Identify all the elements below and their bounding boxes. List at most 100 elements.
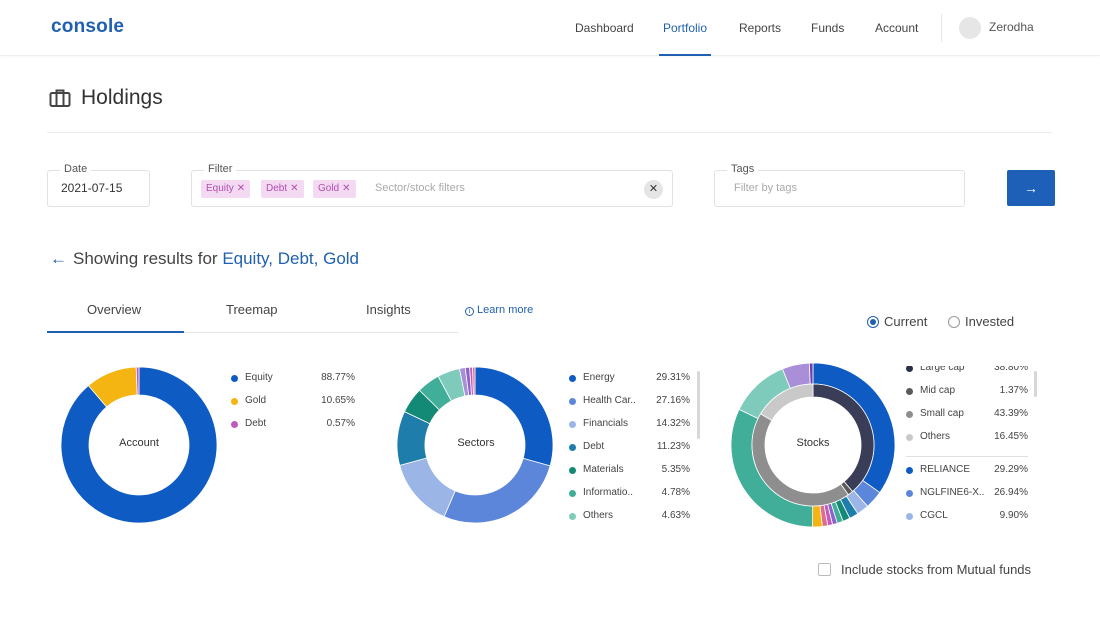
date-value[interactable]: 2021-07-15	[61, 181, 123, 195]
nav-reports[interactable]: Reports	[739, 21, 782, 35]
legend-name: Mid cap	[920, 385, 956, 396]
chip-label: Debt	[266, 183, 288, 194]
sectors-slice-0[interactable]	[474, 366, 554, 467]
legend-item: Others 16.45%	[906, 431, 1030, 445]
back-arrow-icon[interactable]: ←	[50, 249, 67, 268]
tags-field[interactable]: Tags Filter by tags	[714, 163, 965, 207]
sectors-donut-chart[interactable]	[396, 366, 554, 524]
legend-swatch	[231, 398, 238, 405]
sectors-slice-1[interactable]	[443, 457, 551, 524]
legend-name: Large cap	[920, 366, 965, 373]
legend-item: Small cap 43.39%	[906, 408, 1030, 422]
legend-value: 43.39%	[994, 408, 1028, 419]
info-icon: i	[465, 307, 474, 316]
legend-value: 9.90%	[999, 510, 1028, 521]
account-donut-chart[interactable]	[60, 366, 218, 524]
date-field[interactable]: Date 2021-07-15	[47, 163, 150, 207]
account-legend: Equity 88.77% Gold 10.65% Debt 0.57%	[231, 372, 361, 442]
legend-name: Gold	[245, 395, 267, 406]
stocks-legend-scrollbar[interactable]	[1034, 371, 1037, 397]
tab-insights[interactable]: Insights	[366, 302, 411, 317]
legend-item: Materials 5.35%	[569, 464, 694, 478]
nav-funds[interactable]: Funds	[811, 21, 845, 35]
legend-value: 29.29%	[994, 464, 1028, 475]
top-navbar: console Dashboard Portfolio Reports Fund…	[0, 0, 1100, 56]
apply-filter-button[interactable]: →	[1007, 170, 1055, 206]
account-chart-label: Account	[119, 437, 159, 449]
legend-name: Health Car..	[583, 395, 636, 406]
legend-swatch	[906, 513, 913, 520]
legend-value: 38.80%	[994, 366, 1028, 373]
filter-input[interactable]: Sector/stock filters	[375, 182, 465, 194]
filter-chip-debt[interactable]: Debt ✕	[261, 180, 304, 198]
date-label: Date	[60, 163, 92, 175]
legend-item: NGLFINE6-X.. 26.94%	[906, 487, 1030, 501]
tab-overview[interactable]: Overview	[87, 302, 142, 317]
close-icon[interactable]: ✕	[342, 183, 351, 194]
legend-swatch	[569, 444, 576, 451]
sectors-legend: Energy 29.31% Health Car.. 27.16% Financials…	[569, 372, 694, 525]
chip-label: Equity	[206, 183, 234, 194]
radio-current[interactable]: Current	[867, 314, 927, 329]
learn-more-link[interactable]: i Learn more	[465, 304, 533, 316]
legend-swatch	[906, 411, 913, 418]
nav-dashboard[interactable]: Dashboard	[575, 21, 634, 35]
legend-item: Equity 88.77%	[231, 372, 361, 386]
legend-name: Others	[583, 510, 614, 521]
legend-name: Debt	[245, 418, 267, 429]
stocks-donut-chart[interactable]	[730, 362, 896, 528]
account-slice-2[interactable]	[135, 366, 140, 396]
legend-value: 4.63%	[661, 510, 690, 521]
filter-chip-gold[interactable]: Gold ✕	[313, 180, 356, 198]
legend-name: Materials	[583, 464, 624, 475]
legend-swatch	[906, 490, 913, 497]
legend-value: 26.94%	[994, 487, 1028, 498]
learn-more-label: Learn more	[477, 304, 534, 316]
stocks-outer-slice-13[interactable]	[808, 362, 814, 385]
legend-item: Informatio.. 4.78%	[569, 487, 694, 501]
tab-treemap[interactable]: Treemap	[226, 302, 278, 317]
legend-swatch	[231, 421, 238, 428]
legend-name: CGCL	[920, 510, 948, 521]
user-name[interactable]: Zerodha	[989, 20, 1034, 34]
legend-value: 5.35%	[661, 464, 690, 475]
sectors-legend-scrollbar[interactable]	[697, 371, 700, 439]
console-logo[interactable]: console	[51, 16, 125, 37]
avatar[interactable]	[959, 17, 981, 39]
legend-name: Others	[920, 431, 951, 442]
legend-name: Equity	[245, 372, 273, 383]
legend-swatch	[569, 421, 576, 428]
close-icon[interactable]: ✕	[236, 183, 246, 194]
close-icon[interactable]: ✕	[290, 183, 299, 194]
sectors-chart-label: Sectors	[457, 437, 495, 449]
stocks-outer-slice-10[interactable]	[730, 408, 814, 528]
clear-filter-button[interactable]: ✕	[644, 180, 663, 199]
page-title: Holdings	[81, 86, 163, 109]
legend-value: 0.57%	[326, 418, 355, 429]
radio-invested[interactable]: Invested	[948, 314, 1014, 329]
stocks-inner-slice-3[interactable]	[760, 383, 814, 421]
legend-item: Financials 14.32%	[569, 418, 694, 432]
tags-input[interactable]: Filter by tags	[734, 182, 797, 194]
checkbox-box[interactable]	[818, 563, 831, 576]
legend-swatch	[569, 513, 576, 520]
nav-portfolio[interactable]: Portfolio	[658, 0, 712, 56]
active-tab-indicator	[47, 331, 184, 333]
legend-item: Health Car.. 27.16%	[569, 395, 694, 409]
filter-chip-equity[interactable]: Equity ✕	[201, 180, 251, 198]
sectors-slice-10[interactable]	[472, 366, 476, 396]
nav-account[interactable]: Account	[875, 21, 919, 35]
stocks-legend: Large cap 38.80% Mid cap 1.37% Small cap 43.3…	[906, 366, 1030, 526]
legend-name: Financials	[583, 418, 629, 429]
title-divider	[47, 132, 1052, 133]
filter-field[interactable]: Filter Equity ✕ Debt ✕ Gold ✕ Sector/stock …	[191, 163, 673, 207]
legend-swatch	[906, 434, 913, 441]
sectors-slice-2[interactable]	[399, 457, 456, 518]
legend-swatch	[569, 490, 576, 497]
account-slice-0[interactable]	[60, 366, 218, 524]
chip-label: Gold	[318, 183, 340, 194]
legend-name: RELIANCE	[920, 464, 971, 475]
legend-name: Small cap	[920, 408, 964, 419]
legend-item: Mid cap 1.37%	[906, 385, 1030, 399]
include-mutual-funds-checkbox[interactable]: Include stocks from Mutual funds	[818, 562, 1031, 577]
